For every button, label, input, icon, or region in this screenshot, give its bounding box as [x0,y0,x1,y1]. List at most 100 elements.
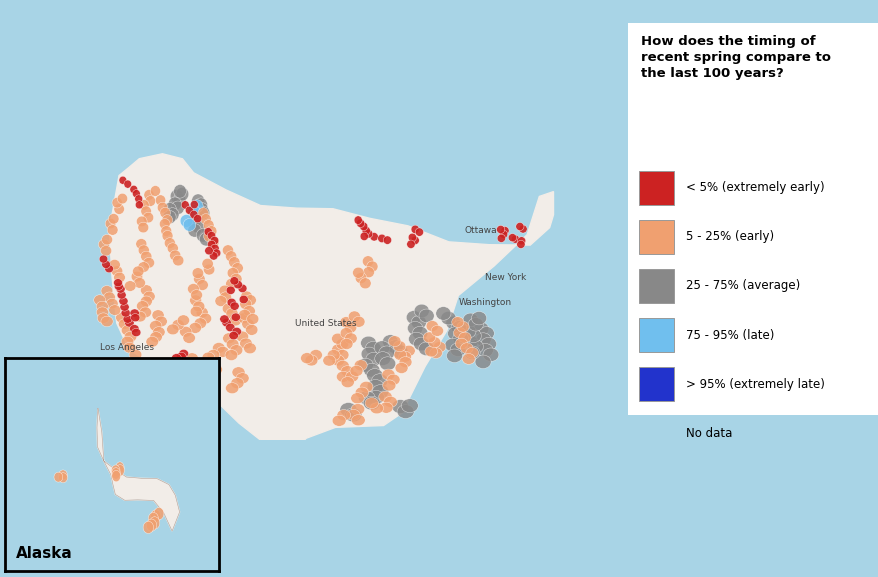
Ellipse shape [205,368,216,376]
Ellipse shape [378,346,394,359]
Ellipse shape [355,272,366,283]
Ellipse shape [134,195,142,203]
Ellipse shape [414,304,428,318]
Ellipse shape [387,340,403,354]
Ellipse shape [363,364,379,377]
Ellipse shape [109,305,120,316]
Ellipse shape [331,333,343,344]
Ellipse shape [471,312,486,325]
Ellipse shape [177,378,191,389]
Ellipse shape [228,331,238,340]
Ellipse shape [131,328,140,336]
Ellipse shape [365,353,381,366]
Ellipse shape [422,332,435,343]
Ellipse shape [160,207,170,218]
Ellipse shape [407,240,414,249]
Ellipse shape [166,208,179,221]
Ellipse shape [131,271,142,282]
Ellipse shape [344,408,362,422]
Ellipse shape [149,517,160,529]
Ellipse shape [210,237,219,245]
Ellipse shape [340,328,352,339]
Ellipse shape [392,345,407,358]
Ellipse shape [174,185,186,198]
Ellipse shape [234,280,242,288]
Ellipse shape [185,206,193,215]
Ellipse shape [215,295,227,306]
Ellipse shape [241,319,254,329]
Ellipse shape [362,227,370,235]
Ellipse shape [344,322,356,333]
Ellipse shape [162,230,173,241]
Ellipse shape [123,315,133,323]
Ellipse shape [366,261,378,272]
Ellipse shape [202,258,213,269]
Ellipse shape [140,285,152,295]
Ellipse shape [169,197,181,211]
Ellipse shape [226,286,235,294]
Text: New York: New York [485,273,525,282]
Ellipse shape [208,237,219,248]
Ellipse shape [179,327,191,337]
Ellipse shape [365,342,381,355]
Ellipse shape [394,362,407,373]
Ellipse shape [230,344,242,355]
Polygon shape [109,153,553,460]
Ellipse shape [190,306,202,317]
Ellipse shape [124,331,137,342]
Polygon shape [97,409,179,531]
Ellipse shape [112,470,120,482]
Ellipse shape [129,325,139,333]
Ellipse shape [208,373,218,381]
Ellipse shape [378,234,385,242]
Ellipse shape [408,332,424,346]
Ellipse shape [370,233,378,241]
Ellipse shape [382,335,398,349]
Ellipse shape [241,291,252,302]
Ellipse shape [345,371,358,382]
Ellipse shape [195,203,208,216]
Ellipse shape [451,317,464,328]
Ellipse shape [116,462,124,473]
Ellipse shape [424,346,437,357]
Ellipse shape [151,509,161,522]
Ellipse shape [397,404,414,418]
FancyBboxPatch shape [637,220,673,254]
Ellipse shape [229,315,241,326]
Ellipse shape [207,241,216,249]
Ellipse shape [180,357,190,366]
Ellipse shape [331,344,344,355]
Ellipse shape [228,257,240,268]
Ellipse shape [181,201,189,209]
Ellipse shape [227,339,239,350]
Ellipse shape [140,296,152,306]
Text: 25 - 75% (average): 25 - 75% (average) [686,279,800,293]
Ellipse shape [360,232,368,241]
Ellipse shape [450,321,466,334]
FancyBboxPatch shape [628,23,878,415]
Ellipse shape [475,333,491,346]
Ellipse shape [104,265,113,273]
Ellipse shape [209,364,222,375]
Ellipse shape [123,342,136,353]
Ellipse shape [124,180,132,188]
Ellipse shape [441,312,456,325]
Ellipse shape [226,308,238,319]
Ellipse shape [300,353,313,364]
Ellipse shape [433,342,445,353]
Ellipse shape [192,301,205,312]
Ellipse shape [100,246,112,256]
Ellipse shape [207,350,220,361]
Ellipse shape [518,225,527,233]
Ellipse shape [177,315,190,325]
Ellipse shape [244,295,256,306]
Ellipse shape [379,357,395,370]
Ellipse shape [199,233,212,246]
Ellipse shape [500,227,508,235]
Ellipse shape [226,383,239,394]
Ellipse shape [187,205,199,218]
Ellipse shape [173,193,186,207]
Ellipse shape [453,327,465,338]
Ellipse shape [113,272,126,283]
Ellipse shape [170,189,183,203]
